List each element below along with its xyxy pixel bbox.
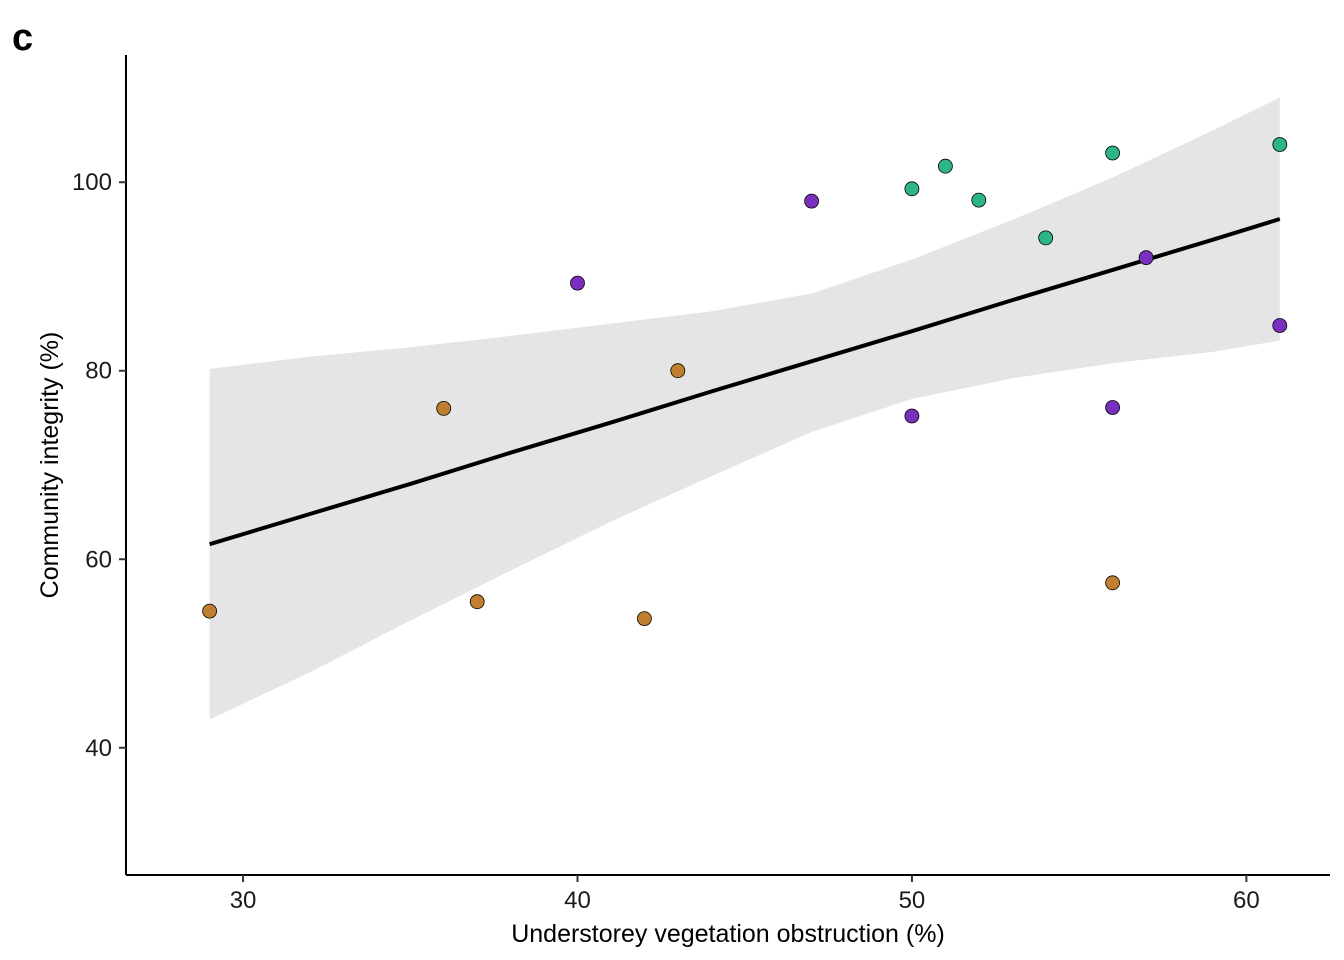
data-point-group-3 bbox=[1038, 230, 1054, 246]
x-tick-label: 60 bbox=[1233, 887, 1260, 914]
y-tick-label: 40 bbox=[85, 735, 112, 762]
y-axis-title: Community integrity (%) bbox=[36, 332, 64, 599]
x-tick-label: 50 bbox=[899, 887, 926, 914]
data-point-group-2 bbox=[1105, 400, 1120, 415]
data-points-layer bbox=[202, 137, 1288, 626]
data-point-group-2 bbox=[1272, 318, 1288, 333]
y-tick-label: 80 bbox=[85, 358, 112, 385]
data-point-group-3 bbox=[971, 192, 987, 208]
regression-line bbox=[209, 217, 1281, 547]
panel-label: c bbox=[12, 17, 33, 59]
x-tick-label: 30 bbox=[230, 887, 257, 914]
data-point-group-1 bbox=[637, 611, 652, 626]
y-axis-ticks: 40 60 80 100 bbox=[72, 169, 126, 762]
data-point-group-1 bbox=[202, 603, 218, 619]
data-point-group-2 bbox=[1138, 250, 1154, 266]
confidence-band bbox=[209, 97, 1280, 720]
data-point-group-2 bbox=[804, 193, 819, 209]
data-point-group-3 bbox=[904, 181, 920, 197]
data-point-group-1 bbox=[670, 363, 686, 379]
data-point-group-1 bbox=[469, 594, 485, 610]
confidence-band-layer bbox=[209, 97, 1280, 720]
data-point-group-3 bbox=[1272, 137, 1288, 152]
data-point-group-3 bbox=[938, 158, 953, 174]
x-axis-title: Understorey vegetation obstruction (%) bbox=[511, 920, 945, 948]
data-point-group-2 bbox=[904, 408, 920, 424]
data-point-group-1 bbox=[436, 400, 452, 416]
regression-line-layer bbox=[209, 217, 1281, 547]
data-point-group-1 bbox=[1105, 575, 1120, 591]
y-tick-label: 100 bbox=[72, 169, 112, 196]
data-point-group-2 bbox=[570, 275, 585, 291]
x-tick-label: 40 bbox=[564, 887, 591, 914]
y-tick-label: 60 bbox=[85, 546, 112, 573]
data-point-group-3 bbox=[1105, 145, 1120, 161]
x-axis-ticks: 30 40 50 60 bbox=[230, 875, 1260, 914]
